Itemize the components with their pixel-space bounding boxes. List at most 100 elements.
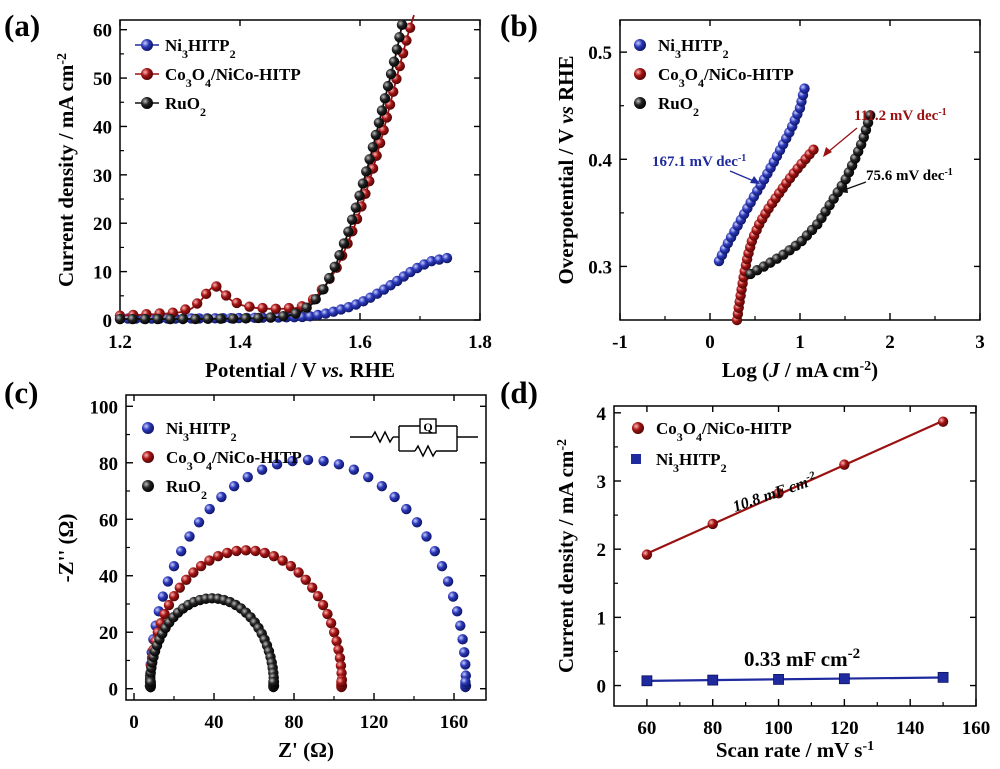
data-point-co3o4-nico-hitp	[328, 627, 340, 638]
data-point-ni3hitp2	[318, 455, 329, 467]
data-point-co3o4-nico-hitp	[270, 303, 281, 315]
data-point-co3o4-nico-hitp	[312, 590, 324, 602]
data-point-co3o4-nico-hitp	[244, 301, 255, 312]
data-point-co3o4-nico-hitp	[231, 297, 242, 309]
data-point-ni3hitp2	[451, 606, 463, 617]
y-tick-label: 60	[99, 510, 118, 531]
data-point-co3o4-nico-hitp	[222, 547, 233, 559]
x-tick-label: 0	[129, 712, 139, 733]
y-tick-label: 50	[93, 69, 112, 90]
data-point-co3o4-nico-hitp	[307, 582, 318, 593]
data-point-ruo2	[346, 214, 358, 225]
data-point-co3o4-nico-hitp	[317, 599, 329, 611]
data-point-co3o4-nico-hitp	[200, 288, 212, 300]
data-point-ni3hitp2	[460, 676, 471, 688]
legend-label: Co3O4/NiCo-HITP	[165, 65, 301, 90]
data-point-ruo2	[385, 68, 397, 80]
data-point-co3o4-nico-hitp	[333, 644, 344, 655]
panel-b-label: (b)	[500, 8, 538, 43]
data-point-ni3hitp2	[447, 591, 459, 602]
fit-line-co3o4-nico-hitp	[646, 419, 944, 555]
data-point-ni3hitp2	[287, 455, 298, 467]
data-point-co3o4-nico-hitp	[378, 125, 389, 136]
panel-d-frame	[613, 405, 977, 707]
data-point-ni3hitp2	[363, 471, 374, 483]
y-tick-label: 3	[597, 472, 607, 493]
x-tick-label: 100	[764, 718, 793, 739]
data-point-ruo2	[334, 250, 345, 261]
data-point-ruo2	[396, 19, 408, 31]
data-point-ruo2	[177, 313, 189, 325]
data-point-ruo2	[373, 117, 385, 128]
x-tick-label: 160	[440, 712, 469, 733]
x-tick-label: 60	[637, 718, 656, 739]
panel-b-annotations: 167.1 mV dec-1 111.2 mV dec-1 75.6 mV de…	[652, 107, 953, 193]
data-point-co3o4-nico-hitp	[331, 635, 342, 647]
data-point-ni3hitp2	[441, 252, 453, 264]
y-tick-label: 60	[93, 21, 112, 42]
data-point-ruo2	[202, 313, 214, 325]
data-point-ni3hitp2	[162, 576, 174, 587]
data-point-ni3hitp2	[421, 531, 432, 542]
panel-d-ticks: 60 80 100 120 140 160 0 1 2 3 4	[597, 404, 991, 739]
legend-label: RuO2	[658, 94, 699, 119]
data-point-ruo2	[376, 105, 388, 116]
data-point-ruo2	[165, 313, 176, 325]
equivalent-circuit-icon	[350, 418, 478, 458]
circuit-cpe-label: Q	[423, 420, 432, 434]
panel-d: (d) 60 80 100 120 140 160 0 1 2 3 4 Scan rate / mV…	[500, 375, 990, 762]
data-point-ni3hitp2	[455, 620, 466, 631]
panel-b-y-label: Overpotential / V vs RHE	[554, 55, 578, 284]
legend-marker	[142, 480, 154, 492]
panel-a-legend: Ni3HITP2 Co3O4/NiCo-HITP RuO2	[135, 36, 301, 119]
legend-label: Ni3HITP2	[166, 419, 237, 444]
legend-label: Ni3HITP2	[165, 36, 236, 61]
panel-d-legend: Co3O4/NiCo-HITP Ni3HITP2	[631, 419, 792, 475]
data-point-co3o4-nico-hitp	[808, 144, 819, 155]
panel-a-series	[114, 14, 453, 325]
data-point-ni3hitp2	[838, 673, 850, 685]
data-point-co3o4-nico-hitp	[641, 549, 653, 560]
legend-marker	[141, 68, 153, 80]
panel-a-y-label: Current density / mA cm-2	[54, 53, 78, 287]
panel-d-x-label: Scan rate / mV s-1	[716, 738, 874, 762]
data-point-ruo2	[190, 313, 201, 325]
data-point-co3o4-nico-hitp	[404, 22, 416, 33]
data-point-co3o4-nico-hitp	[839, 459, 850, 470]
legend-marker	[634, 97, 646, 109]
data-point-ni3hitp2	[426, 255, 437, 267]
data-point-co3o4-nico-hitp	[277, 555, 288, 566]
y-tick-label: 80	[99, 454, 118, 475]
x-tick-label: 160	[962, 718, 991, 739]
data-point-ruo2	[394, 31, 405, 43]
data-point-ni3hitp2	[256, 464, 268, 475]
data-point-ni3hitp2	[204, 503, 215, 515]
data-point-ruo2	[310, 294, 321, 305]
data-point-co3o4-nico-hitp	[191, 298, 203, 309]
data-point-co3o4-nico-hitp	[212, 550, 224, 562]
x-tick-label: 0	[705, 332, 715, 353]
x-tick-label: 140	[896, 718, 925, 739]
x-tick-label: 1.4	[228, 332, 252, 353]
data-point-ruo2	[367, 141, 379, 153]
data-point-co3o4-nico-hitp	[268, 550, 280, 562]
data-point-ni3hitp2	[348, 464, 360, 475]
data-point-ruo2	[343, 226, 354, 237]
data-point-ruo2	[329, 261, 340, 273]
data-point-ruo2	[338, 238, 350, 249]
data-point-ruo2	[301, 302, 312, 313]
x-tick-label: 1.8	[468, 332, 492, 353]
panel-b-series	[713, 83, 876, 326]
panel-b: (b) -1 0 1 2 3 0.3 0.4 0.5 Log (J / mA cm-2) Ov…	[500, 8, 985, 382]
legend-marker	[141, 39, 153, 51]
y-tick-label: 4	[597, 404, 607, 425]
data-point-co3o4-nico-hitp	[163, 599, 175, 611]
data-point-ni3hitp2	[304, 311, 316, 322]
data-point-co3o4-nico-hitp	[336, 676, 347, 688]
data-point-ruo2	[290, 308, 301, 319]
data-point-ruo2	[391, 44, 403, 55]
data-point-ruo2	[278, 310, 289, 322]
panel-a-x-label: Potential / V vs. RHE	[205, 358, 395, 382]
data-point-ruo2	[139, 313, 151, 325]
